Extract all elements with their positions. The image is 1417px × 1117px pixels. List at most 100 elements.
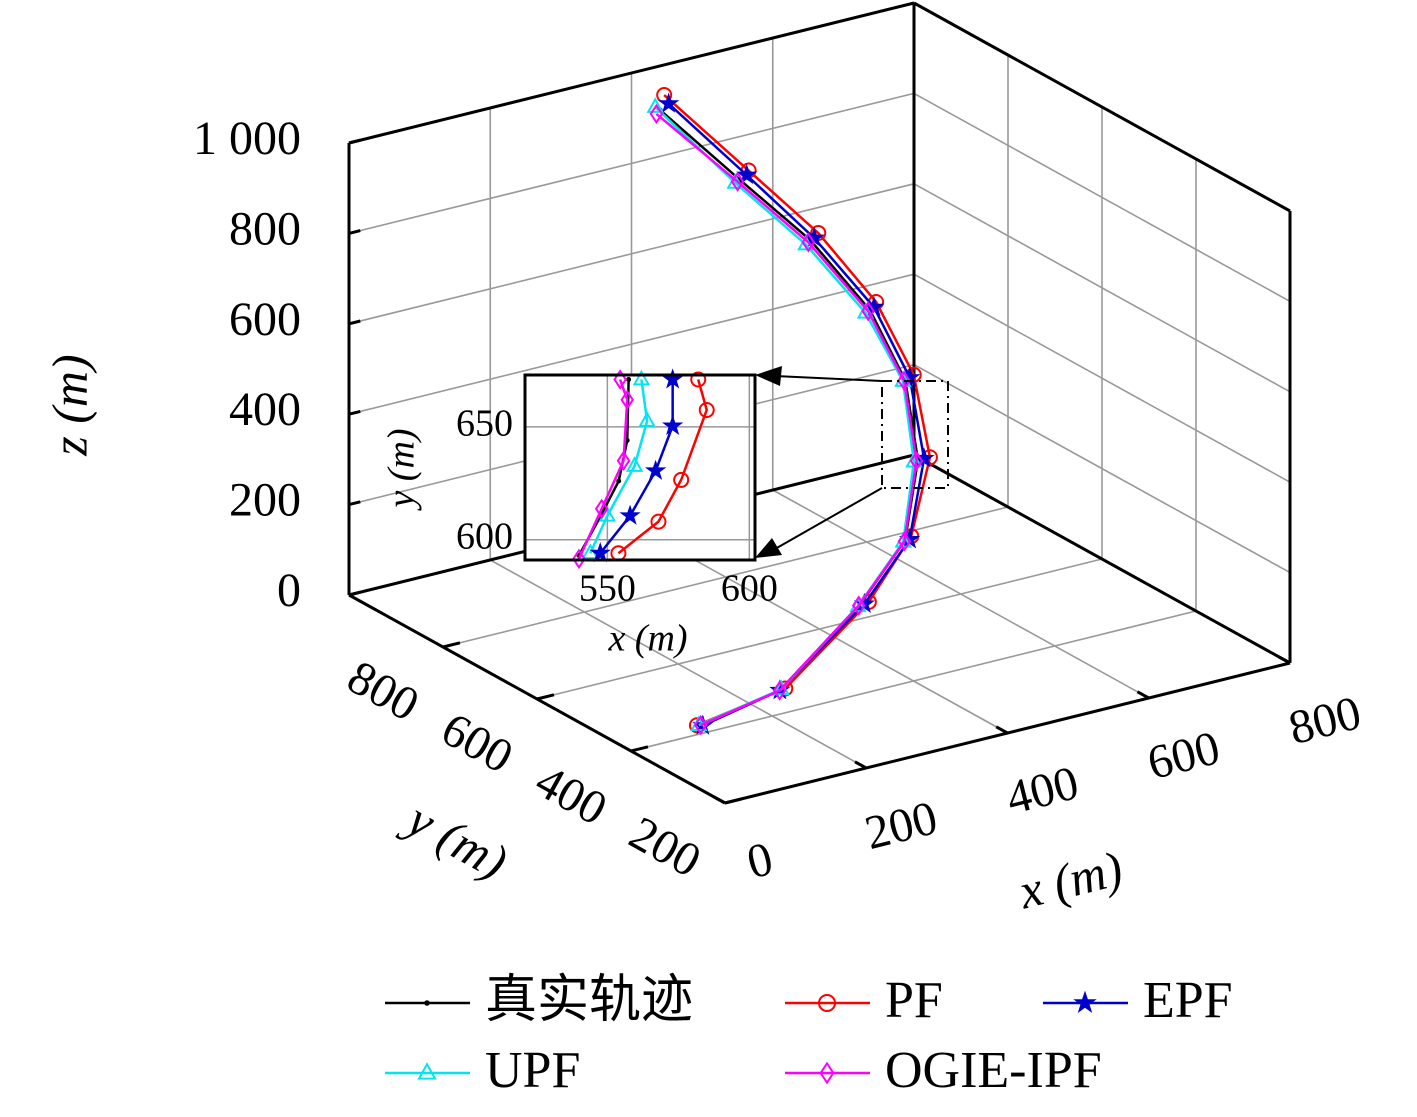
grid-line [913,273,1291,483]
axis-edge [913,1,1291,213]
x-axis-label: x (m) [1012,840,1128,920]
x-tick-label: 0 [742,832,778,889]
x-tick-label: 600 [1142,721,1225,790]
axis-edge [913,453,1291,665]
series-line [663,94,932,727]
y-tick-label: 400 [527,754,616,835]
zoom-arrows [755,366,883,558]
marker [646,97,664,113]
inset: 550 600 600 650 x (m) y (m) [381,368,778,660]
grid-line [348,183,915,325]
marker [897,370,911,391]
arrow-line [774,487,883,550]
tick-mark [348,138,361,145]
marker [818,994,836,1012]
marker [861,300,875,322]
marker [772,680,787,701]
marker [897,531,912,552]
marker [572,548,586,570]
y-tick-label: 600 [456,515,513,557]
marker [594,498,609,519]
legend-label: EPF [1143,972,1233,1029]
marker [650,513,667,530]
tick-mark [724,797,743,805]
marker [693,714,708,736]
marker [730,171,745,192]
legend: 真实轨迹 PF EPF UPF OGIE-IPF [385,972,1233,1099]
z-axis-label: z (m) [41,354,97,456]
marker [632,369,651,386]
marker [1073,990,1097,1013]
grid-line [348,273,915,415]
marker [819,1061,835,1085]
z-tick-label: 200 [229,474,301,527]
marker [690,371,707,388]
series-line [617,379,709,555]
y-tick-label: 200 [621,806,710,887]
marker [424,1000,430,1006]
z-tick-label: 800 [229,202,301,255]
marker [649,103,664,125]
tick-mark [1277,655,1291,665]
marker [619,504,641,525]
marker [620,389,635,411]
tick-mark [348,229,361,235]
plot-area [646,87,938,736]
z-tick-label: 600 [229,293,301,346]
tick-mark [630,745,649,753]
arrow-head [755,538,782,558]
marker [662,414,684,436]
marker [662,368,684,389]
y-tick-label: 800 [339,650,428,731]
tick-mark [348,590,361,597]
x-tick-label: 550 [579,568,636,610]
tick-mark [712,795,726,805]
series-line [577,379,629,560]
tick-mark [442,641,461,649]
x-axis-label: x (m) [607,618,687,660]
marker [625,456,644,472]
z-tick-label: 0 [277,564,301,617]
marker [589,542,611,563]
series-line [667,102,926,727]
axis-edge [348,1,915,145]
z-tick-label: 400 [229,383,301,436]
y-tick-label: 600 [433,702,522,783]
tick-mark [348,500,361,507]
marker [673,471,690,488]
inset-frame [523,373,757,562]
marker [772,679,790,696]
legend-label: 真实轨迹 [485,972,693,1029]
marker [736,163,758,185]
grid-line [348,92,915,235]
arrow-head [755,366,782,386]
tick-mark [995,725,1009,735]
z-tick-label: 1 000 [193,112,301,165]
grid-line [536,558,1103,700]
marker [698,401,715,418]
marker [626,377,632,382]
marker [801,232,816,253]
marker [909,450,924,472]
x-tick-label: 400 [1001,756,1084,825]
arrow-line [774,375,883,382]
marker [658,92,680,113]
legend-label: PF [885,972,943,1029]
marker [644,459,667,480]
x-tick-label: 600 [721,568,778,610]
tick-mark [854,760,867,770]
y-tick-label: 650 [456,403,513,445]
series-line [589,379,649,554]
tick-mark [348,319,361,326]
y-axis-label: y (m) [394,788,517,890]
marker [638,411,656,427]
marker [417,1062,437,1080]
grid-line [630,610,1197,752]
x-tick-label: 200 [860,791,943,860]
grid-line [913,183,1291,393]
marker [851,595,866,616]
y-axis-label: y (m) [381,428,423,511]
grid-line [913,363,1291,574]
